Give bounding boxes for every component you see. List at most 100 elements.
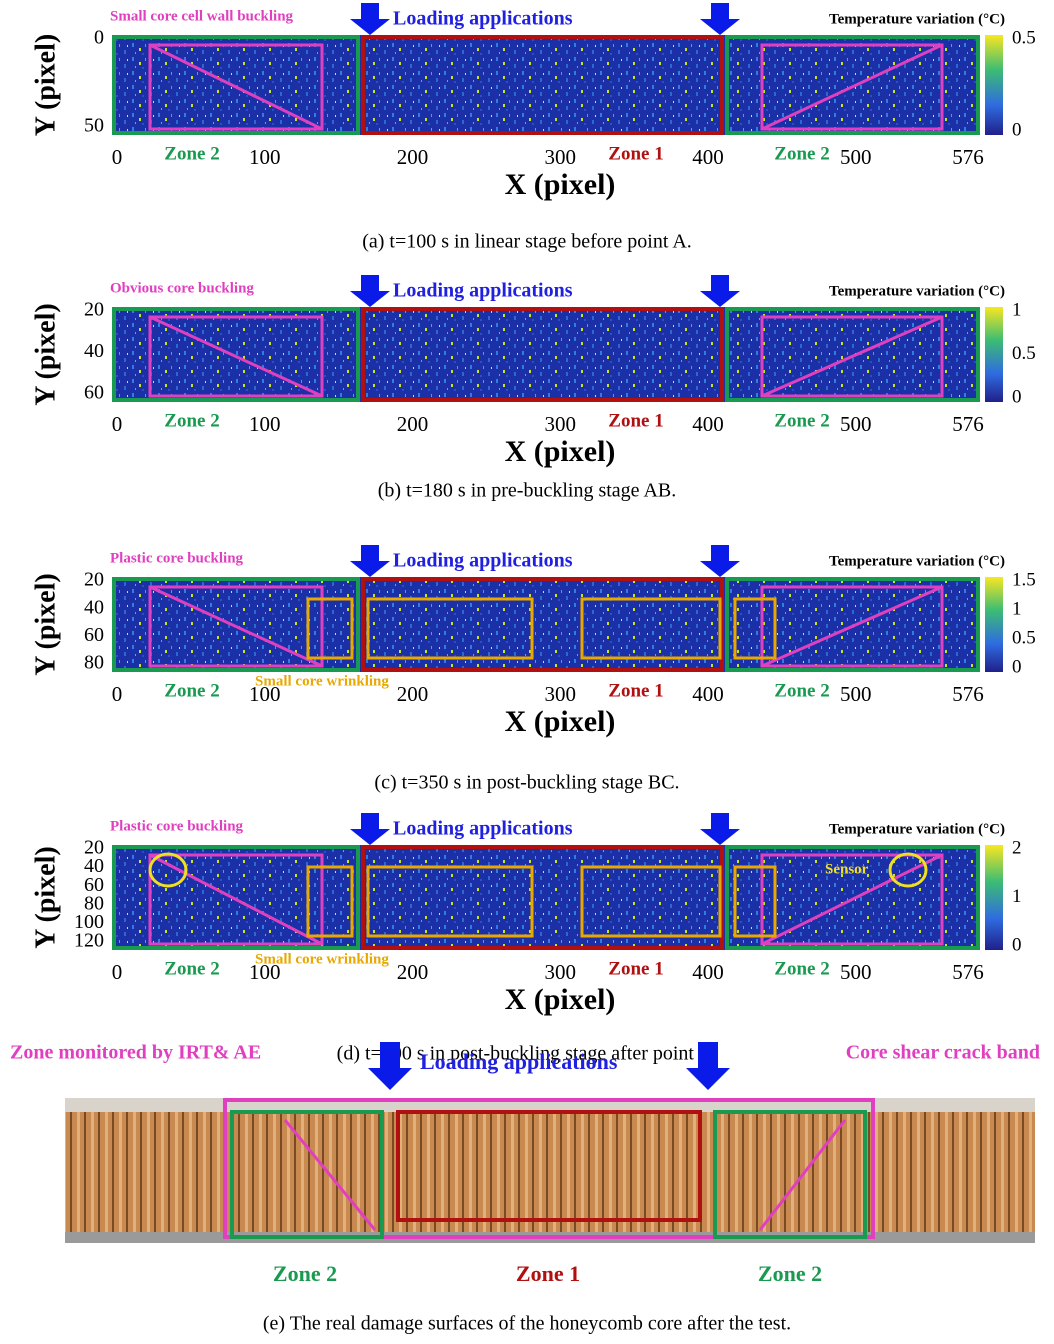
colorbar-tick-label: 1 [1012,598,1022,619]
zone-box [725,577,980,672]
zone-box [112,845,360,950]
x-tick-label: 400 [692,682,724,706]
zone-label: Zone 2 [164,143,219,164]
colorbar-tick-label: 0.5 [1012,343,1036,364]
x-tick-label: 400 [692,145,724,169]
load-arrow [700,545,740,577]
buckling-line [149,315,323,398]
colorbar [985,35,1003,135]
wrinkling-label: Small core wrinkling [255,951,389,967]
wrinkling-box [366,597,534,660]
zone-label: Zone 1 [608,680,663,701]
buckling-box [148,853,324,946]
loading-label: Loading applications [393,818,573,840]
load-arrow [700,813,740,845]
x-axis-label: X (pixel) [505,435,616,468]
x-tick-label: 400 [692,960,724,984]
buckling-line [149,43,323,131]
y-tick-label: 50 [84,115,104,137]
zone-label: Zone 2 [164,680,219,701]
y-tick-label: 80 [84,652,104,674]
x-tick-label: 576 [952,960,984,984]
colorbar-tick-label: 0.5 [1012,627,1036,648]
x-tick-label: 576 [952,145,984,169]
photo-panel: Zone monitored by IRT& AE Loading applic… [10,1042,1040,1335]
y-tick-label: 20 [84,837,104,859]
x-tick-label: 200 [397,145,429,169]
zone-box [230,1110,384,1239]
zone-box [725,35,980,135]
caption: (d) t=600 s in post-buckling stage after… [337,1043,718,1065]
load-arrow [700,3,740,35]
zone-box [725,845,980,950]
load-arrow [350,813,390,845]
zone-box [725,307,980,402]
caption: (b) t=180 s in pre-buckling stage AB. [378,480,676,502]
zone-label: Zone 2 [164,958,219,979]
x-axis-label: X (pixel) [505,983,616,1016]
loading-label: Loading applications [393,8,573,30]
buckling-label: Plastic core buckling [110,818,244,834]
buckling-label: Plastic core buckling [110,550,244,566]
buckling-line [149,853,323,946]
wrinkling-box [306,865,354,938]
colorbar-title: Temperature variation (°C) [829,821,1005,837]
zone-label: Zone 2 [164,410,219,431]
zone-label: Zone 1 [608,143,663,164]
zone-box [112,577,360,672]
x-tick-label: 500 [840,682,872,706]
colorbar-title: Temperature variation (°C) [829,11,1005,27]
x-tick-label: 500 [840,145,872,169]
y-axis-label: Y (pixel) [30,573,61,675]
wrinkling-box [580,597,722,660]
zone-label: Zone 2 [774,410,829,431]
sensor-ring [148,852,188,888]
x-tick-label: 400 [692,412,724,436]
x-tick-label: 300 [544,960,576,984]
photo-right-label: Core shear crack band [846,1042,1040,1064]
y-tick-label: 60 [84,874,104,896]
wrinkling-box [580,865,722,938]
zone-label: Zone 2 [774,143,829,164]
colorbar-tick-label: 0 [1012,656,1022,677]
photo-loading: Loading applications [420,1049,618,1074]
x-tick-label: 100 [249,960,281,984]
y-axis-label: Y (pixel) [30,303,61,405]
thermal-image [112,845,980,950]
thermal-image [112,35,980,135]
buckling-box [148,315,324,398]
loading-label: Loading applications [393,550,573,572]
zone-label: Zone 2 [774,958,829,979]
x-tick-label: 500 [840,412,872,436]
zone-box [361,845,724,950]
x-tick-label: 300 [544,682,576,706]
zone-box [112,35,360,135]
thermal-image [112,577,980,672]
x-tick-label: 100 [249,412,281,436]
colorbar-title: Temperature variation (°C) [829,283,1005,299]
zone-box [361,307,724,402]
buckling-line [761,585,943,668]
zone-box [361,577,724,672]
wrinkling-box [306,597,354,660]
load-arrow [350,545,390,577]
wrinkling-box [366,865,534,938]
buckling-box [760,315,944,398]
x-tick-label: 300 [544,145,576,169]
wrinkling-box [733,865,777,938]
caption: (c) t=350 s in post-buckling stage BC. [374,772,679,794]
x-tick-label: 100 [249,145,281,169]
y-tick-label: 40 [84,340,104,362]
honeycomb-photo [65,1112,1035,1232]
monitored-zone [223,1098,875,1239]
x-tick-label: 0 [112,145,123,169]
y-tick-label: 40 [84,855,104,877]
thermal-image [112,307,980,402]
colorbar-tick-label: 0 [1012,934,1022,955]
sensor-label: Sensor [825,861,869,877]
colorbar [985,307,1003,402]
y-tick-label: 60 [84,382,104,404]
colorbar [985,845,1003,950]
x-tick-label: 200 [397,412,429,436]
zone-label: Zone 1 [608,410,663,431]
